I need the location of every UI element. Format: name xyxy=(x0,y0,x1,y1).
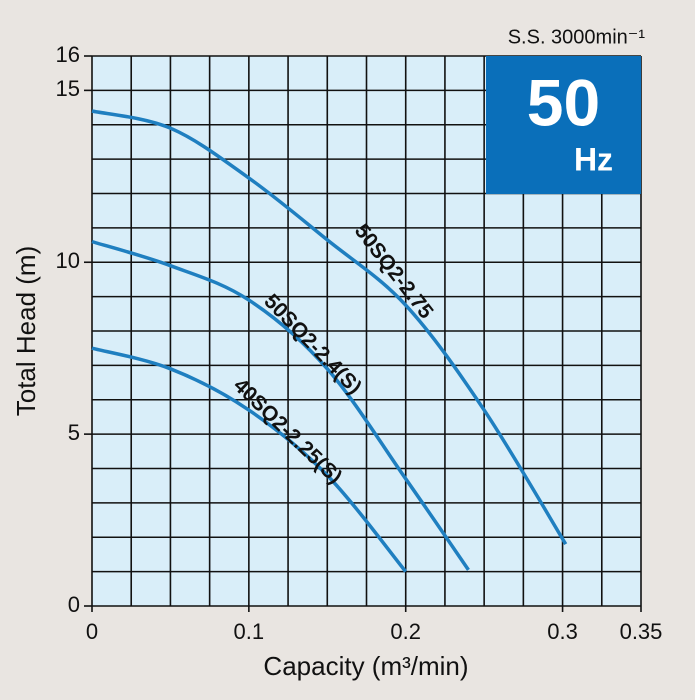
x-axis-label: Capacity (m³/min) xyxy=(263,651,468,681)
x-tick-label: 0.3 xyxy=(547,619,578,644)
badge xyxy=(486,56,641,194)
y-axis-label: Total Head (m) xyxy=(11,246,41,417)
badge-value: 50 xyxy=(527,65,600,139)
x-tick-label: 0.1 xyxy=(234,619,265,644)
y-tick-label: 16 xyxy=(56,42,80,67)
x-tick-label: 0.35 xyxy=(620,619,663,644)
curve xyxy=(91,346,408,573)
y-tick-label: 5 xyxy=(68,420,80,445)
subtitle: S.S. 3000min⁻¹ xyxy=(508,26,646,48)
curve xyxy=(91,239,470,571)
y-tick-label: 10 xyxy=(56,248,80,273)
badge-unit: Hz xyxy=(574,141,613,177)
x-tick-label: 0 xyxy=(86,619,98,644)
y-tick-label: 0 xyxy=(68,592,80,617)
y-tick-label: 15 xyxy=(56,76,80,101)
curve xyxy=(91,109,568,546)
x-tick-label: 0.2 xyxy=(390,619,421,644)
